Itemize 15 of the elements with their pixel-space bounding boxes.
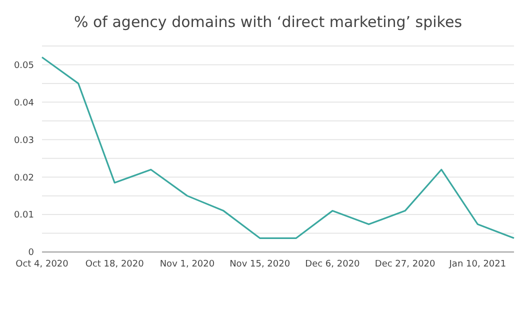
y-tick-label: 0 [28,248,34,258]
y-tick-label: 0.02 [14,173,34,184]
x-tick-label: Jan 10, 2021 [448,259,506,270]
x-tick-label: Dec 27, 2020 [374,259,436,270]
line-series [41,56,515,239]
y-tick-label: 0.03 [14,136,34,146]
x-tick-label: Oct 4, 2020 [16,259,69,270]
y-tick-label: 0.05 [14,60,34,71]
y-tick-label: 0.01 [14,210,34,221]
x-tick-label: Dec 6, 2020 [305,259,360,270]
x-tick-label: Nov 1, 2020 [160,259,215,270]
x-tick-label: Nov 15, 2020 [230,259,290,270]
chart-title: % of agency domains with ‘direct marketing’ spikes [72,12,464,33]
x-tick-label: Oct 18, 2020 [85,259,144,270]
y-tick-label: 0.04 [14,98,34,108]
